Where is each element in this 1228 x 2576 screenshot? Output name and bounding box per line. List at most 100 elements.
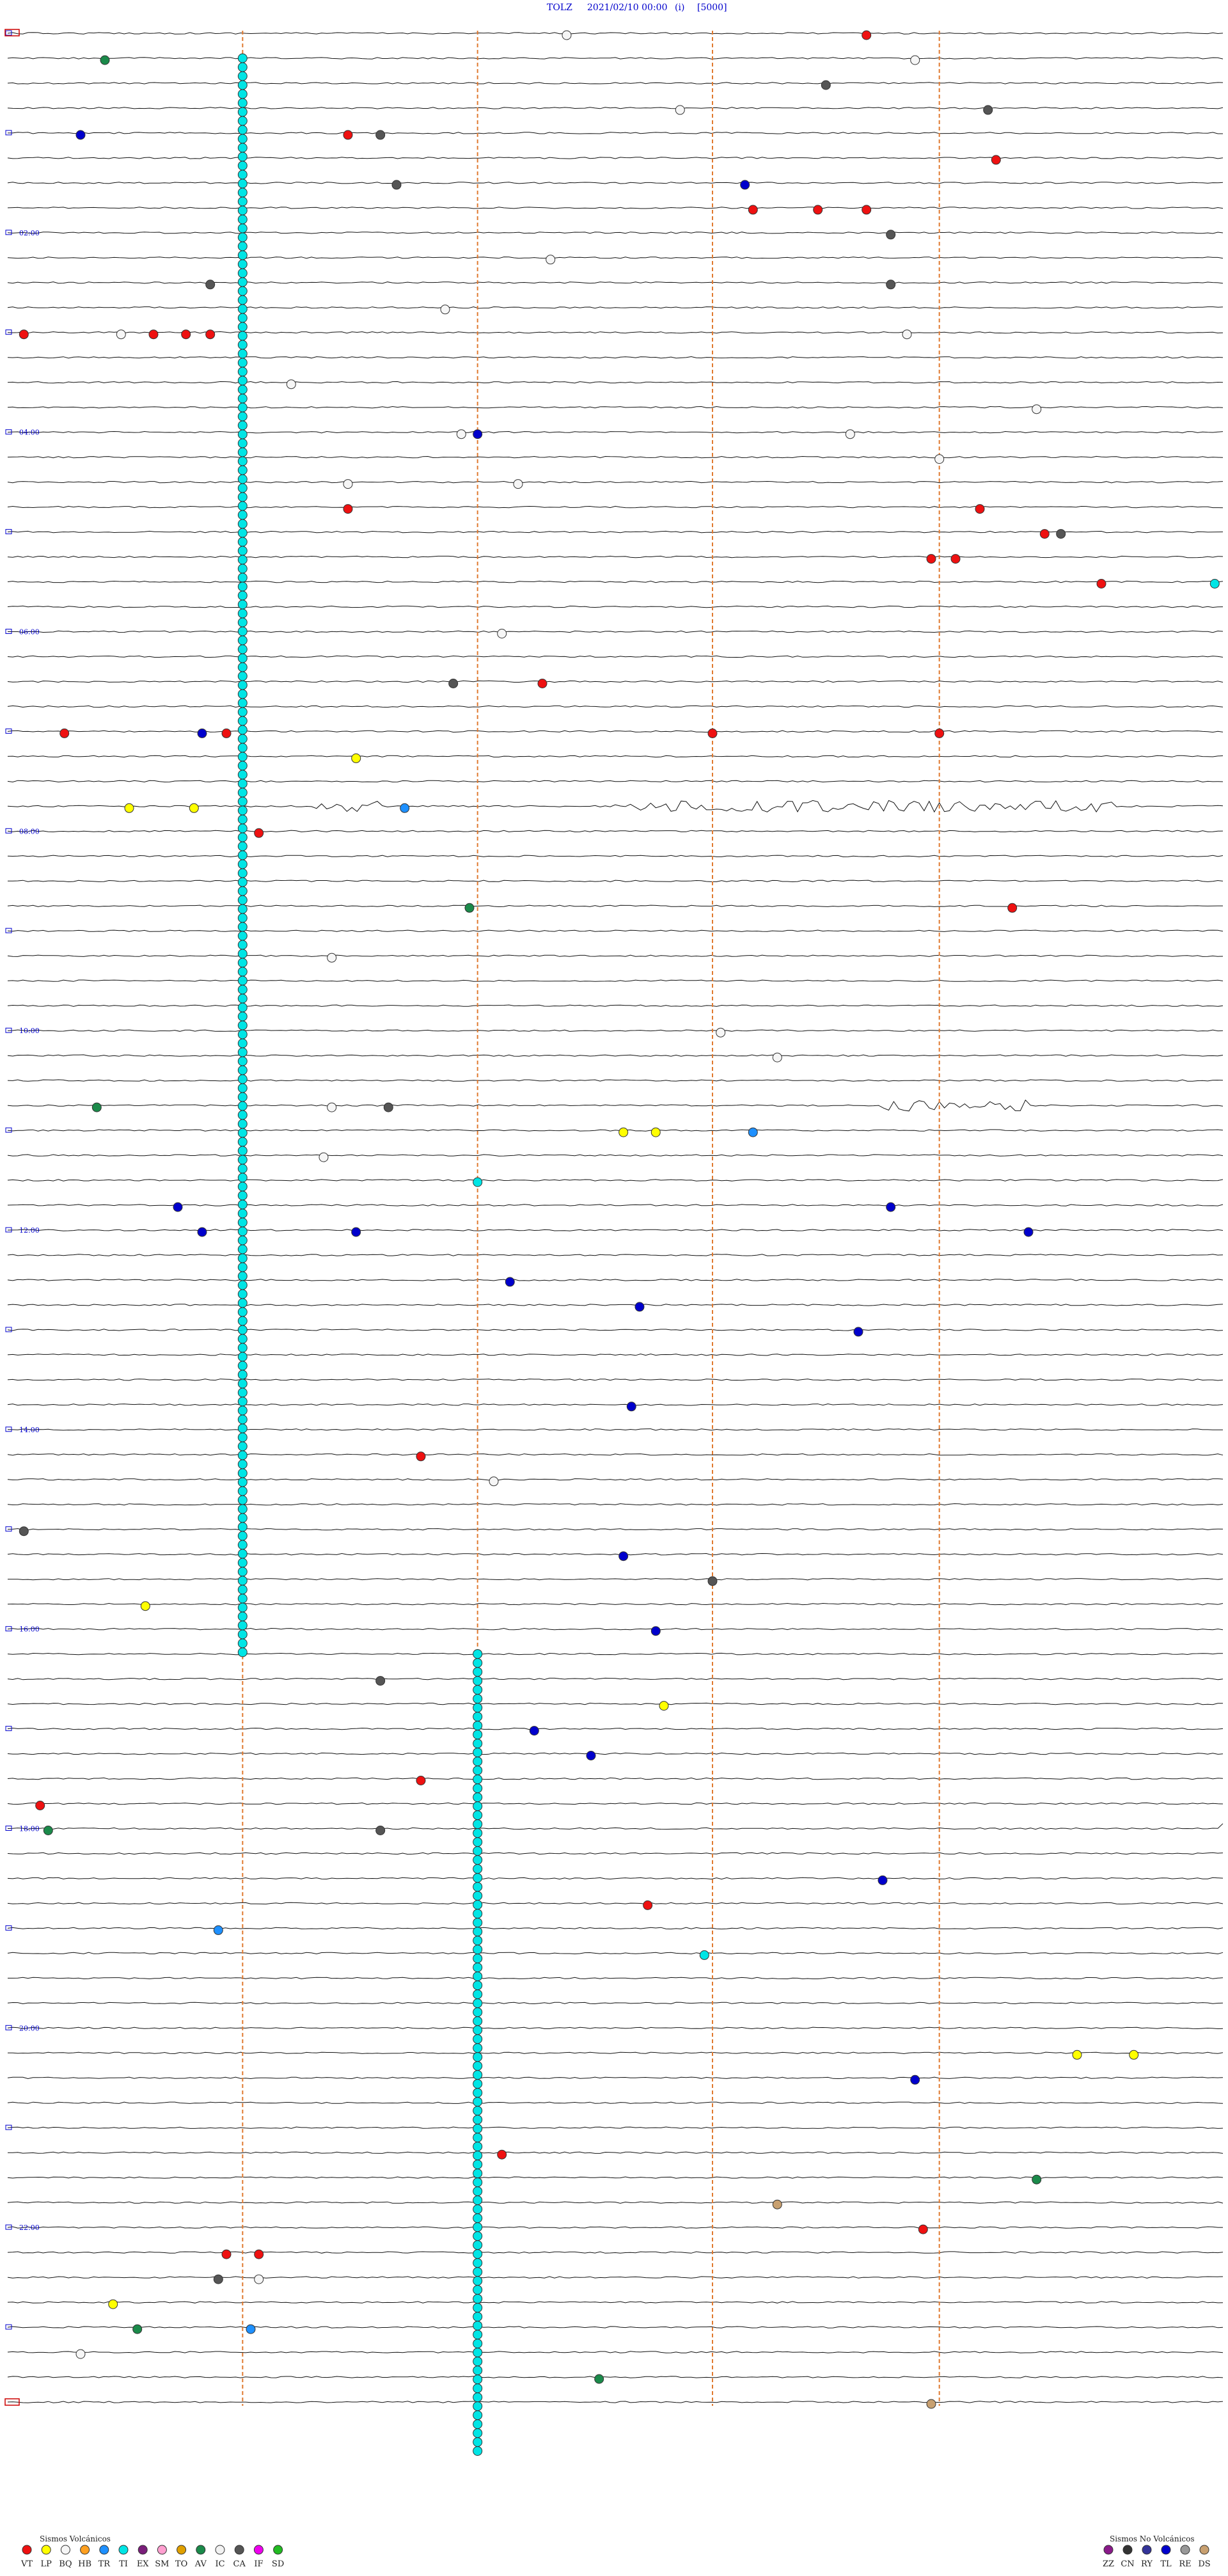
ti-event-marker — [473, 2213, 483, 2224]
event-marker — [910, 55, 920, 65]
ti-event-marker — [237, 1414, 248, 1425]
trace-line — [7, 2051, 1224, 2055]
ti-event-marker — [237, 1137, 248, 1147]
ti-event-marker — [237, 492, 248, 502]
legend-swatch — [157, 2545, 167, 2555]
event-marker — [918, 2224, 928, 2234]
ti-event-marker — [237, 152, 248, 162]
trace-line — [7, 1677, 1224, 1680]
ti-event-marker — [237, 823, 248, 834]
ti-event-marker — [473, 1712, 483, 1722]
trace-line — [7, 207, 1224, 209]
legend-code: AV — [194, 2559, 207, 2569]
hour-tick-box — [5, 1726, 12, 1732]
ti-event-marker — [237, 1567, 248, 1577]
event-marker — [140, 1601, 150, 1611]
ti-event-marker — [237, 1405, 248, 1416]
ti-event-marker — [237, 241, 248, 251]
ti-event-marker — [237, 438, 248, 448]
hour-tick-box — [5, 1826, 12, 1831]
ti-event-marker — [237, 384, 248, 395]
trace-line — [7, 2027, 1224, 2030]
ti-event-marker — [473, 2419, 483, 2430]
trace-line — [7, 1354, 1224, 1356]
event-marker — [254, 2274, 264, 2284]
ti-event-marker — [237, 850, 248, 860]
event-marker — [221, 728, 232, 738]
legend-code: RY — [1141, 2559, 1153, 2569]
ti-event-marker — [237, 662, 248, 672]
ti-event-marker — [473, 1846, 483, 1856]
event-marker — [1096, 579, 1106, 589]
time-label: 12:00 — [19, 1226, 40, 1235]
ti-event-marker — [237, 1226, 248, 1237]
legend-code: ZZ — [1103, 2559, 1114, 2569]
ti-event-marker — [473, 2276, 483, 2286]
ti-event-marker — [237, 393, 248, 404]
ti-event-marker — [473, 2258, 483, 2268]
header-channel: (i) — [675, 3, 684, 13]
ti-event-marker — [237, 161, 248, 171]
ti-event-marker — [237, 402, 248, 413]
ti-event-marker — [237, 510, 248, 520]
ti-event-marker — [237, 1262, 248, 1272]
ti-event-marker — [237, 1593, 248, 1604]
legend-swatch — [1103, 2545, 1114, 2555]
trace-line — [7, 1054, 1224, 1057]
trace-line — [8, 1577, 1224, 1581]
ti-event-marker — [237, 644, 248, 654]
event-marker — [634, 1302, 645, 1312]
ti-event-marker — [237, 483, 248, 493]
trace-line — [7, 929, 1224, 932]
ti-event-marker — [473, 2303, 483, 2313]
ti-event-marker — [237, 1325, 248, 1335]
ti-event-marker — [473, 2169, 483, 2179]
event-marker — [1039, 529, 1050, 539]
header-datetime: 2021/02/10 00:00 — [587, 3, 668, 13]
event-marker — [132, 2324, 143, 2334]
ti-event-marker — [237, 1235, 248, 1245]
time-label: 20:00 — [19, 2024, 40, 2032]
hour-tick-box — [5, 629, 12, 634]
ti-event-marker — [237, 931, 248, 941]
ti-event-marker — [473, 2267, 483, 2277]
legend-code: TL — [1160, 2559, 1172, 2569]
trace-line — [7, 1503, 1224, 1506]
ti-event-marker — [473, 2249, 483, 2259]
ti-event-marker — [473, 1954, 483, 1964]
trace-line — [7, 1229, 1224, 1231]
ti-event-marker — [237, 1181, 248, 1192]
trace-line — [7, 1752, 1224, 1755]
event-marker — [740, 180, 750, 190]
trace-line — [7, 1079, 1224, 1082]
ti-event-marker — [473, 2446, 483, 2456]
event-marker — [43, 1826, 53, 1835]
ti-event-marker — [237, 214, 248, 225]
time-label: 06:00 — [19, 628, 40, 636]
hour-tick-box — [5, 329, 12, 335]
ti-event-marker — [237, 429, 248, 439]
event-marker — [197, 1227, 207, 1237]
ti-event-marker — [237, 178, 248, 189]
legend-swatch — [177, 2545, 187, 2555]
ti-event-marker — [237, 868, 248, 878]
ti-event-marker — [237, 1620, 248, 1631]
event-marker — [699, 1950, 709, 1960]
event-marker — [327, 1102, 337, 1112]
trace-line — [7, 1823, 1224, 1830]
legend-code: VT — [20, 2559, 33, 2569]
ti-event-marker — [237, 1495, 248, 1505]
ti-event-marker — [237, 1450, 248, 1460]
ti-event-marker — [473, 1980, 483, 1991]
ti-event-marker — [473, 2070, 483, 2080]
legend-volcanic: Sismos Volcánicos VT LP BQ HB TR TI EX SM TO AV IC… — [20, 2534, 284, 2569]
trace-line — [7, 1428, 1223, 1431]
legend-swatch — [99, 2545, 109, 2555]
ti-event-marker — [237, 743, 248, 753]
ti-event-marker — [237, 71, 248, 81]
ti-event-marker — [237, 1029, 248, 1039]
ti-event-marker — [237, 984, 248, 995]
legend-nonvolcanic: Sismos No Volcánicos ZZ CN RY TL RE DS — [1103, 2534, 1211, 2569]
ti-event-marker — [237, 976, 248, 986]
